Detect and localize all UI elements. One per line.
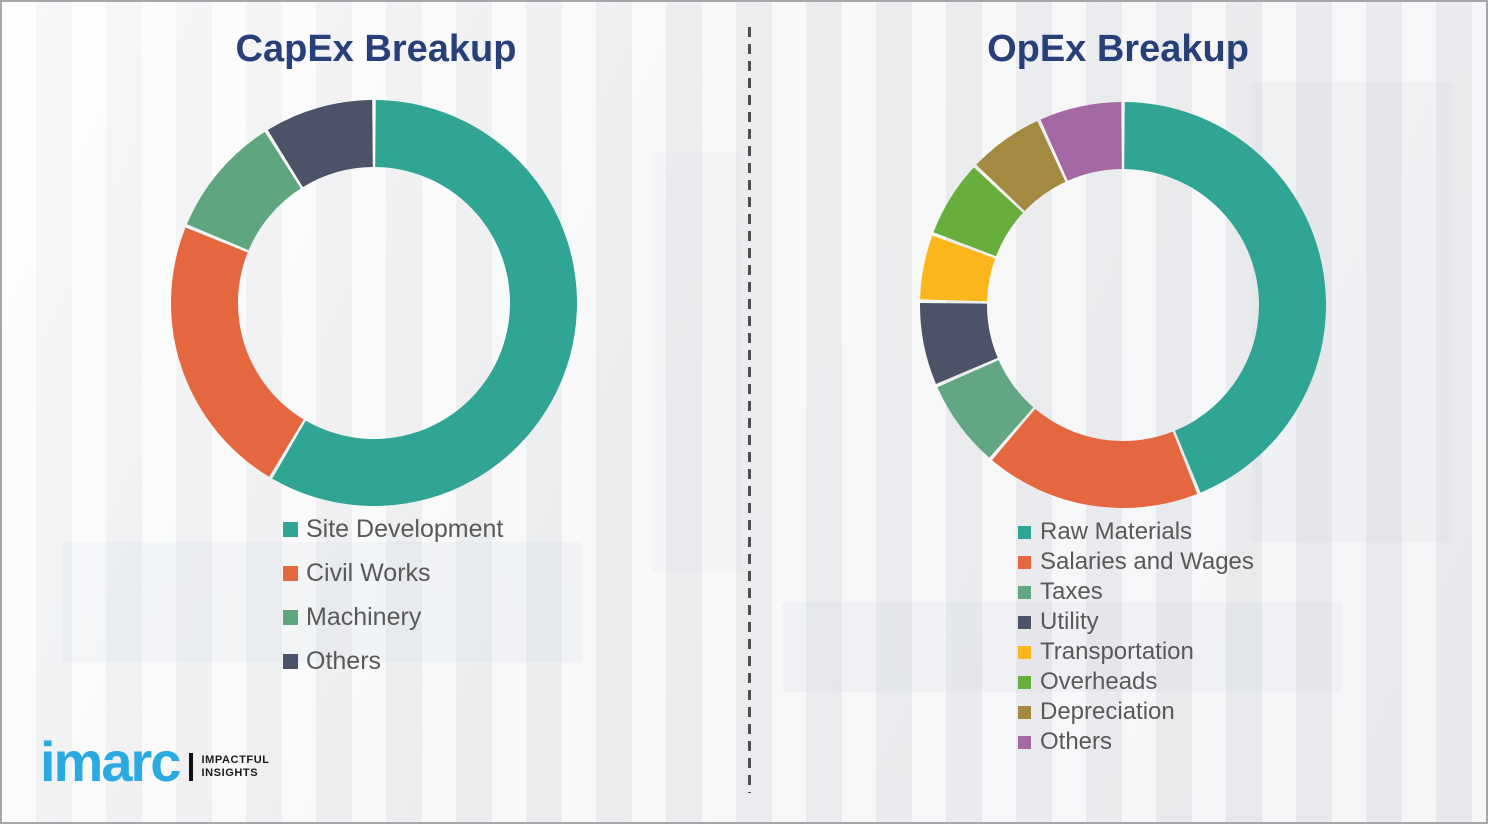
legend-marker-site-development bbox=[283, 522, 298, 537]
legend-label-others: Others bbox=[1040, 728, 1113, 755]
legend-marker-raw-materials bbox=[1018, 525, 1031, 539]
logo-tagline-line2: INSIGHTS bbox=[201, 767, 259, 779]
legend-marker-utility bbox=[1018, 615, 1031, 629]
capex-donut-chart bbox=[170, 100, 577, 507]
legend-label-overheads: Overheads bbox=[1040, 668, 1158, 695]
legend-label-raw-materials: Raw Materials bbox=[1040, 518, 1193, 545]
donut-slice-others bbox=[1040, 102, 1122, 181]
donut-slice-machinery bbox=[186, 131, 301, 251]
background-shape bbox=[652, 152, 742, 572]
capex-chart-title: CapEx Breakup bbox=[235, 28, 517, 70]
legend-item-others: Others bbox=[283, 648, 503, 675]
legend-item-machinery: Machinery bbox=[283, 604, 503, 631]
legend-marker-transportation bbox=[1018, 645, 1031, 659]
donut-slice-site-development bbox=[272, 100, 577, 507]
legend-label-others: Others bbox=[306, 647, 382, 675]
legend-item-transportation: Transportation bbox=[1018, 639, 1254, 665]
dashed-divider-line bbox=[748, 27, 751, 793]
opex-legend: Raw Materials Salaries and Wages Taxes Util… bbox=[1018, 519, 1254, 759]
legend-label-utility: Utility bbox=[1040, 608, 1099, 635]
logo-tagline-line1: IMPACTFUL bbox=[201, 754, 270, 766]
imarc-logo: imarc IMPACTFUL INSIGHTS bbox=[40, 734, 270, 790]
capex-legend: Site Development Civil Works Machinery Othe… bbox=[283, 516, 503, 692]
legend-label-civil-works: Civil Works bbox=[306, 559, 431, 587]
legend-marker-salaries-and-wages bbox=[1018, 555, 1031, 569]
opex-chart-title: OpEx Breakup bbox=[987, 28, 1249, 70]
legend-label-salaries-and-wages: Salaries and Wages bbox=[1040, 548, 1254, 575]
legend-marker-others bbox=[1018, 735, 1031, 749]
donut-slice-others bbox=[267, 100, 373, 188]
legend-marker-overheads bbox=[1018, 675, 1031, 689]
legend-label-transportation: Transportation bbox=[1040, 638, 1194, 665]
legend-marker-civil-works bbox=[283, 566, 298, 581]
donut-slice-overheads bbox=[933, 167, 1024, 257]
donut-slice-civil-works bbox=[170, 227, 304, 477]
legend-marker-depreciation bbox=[1018, 705, 1031, 719]
legend-item-raw-materials: Raw Materials bbox=[1018, 519, 1254, 545]
legend-marker-machinery bbox=[283, 610, 298, 625]
legend-marker-taxes bbox=[1018, 585, 1031, 599]
legend-item-civil-works: Civil Works bbox=[283, 560, 503, 587]
donut-slice-salaries-and-wages bbox=[992, 408, 1198, 509]
logo-tagline: IMPACTFUL INSIGHTS bbox=[201, 754, 269, 780]
legend-label-machinery: Machinery bbox=[306, 603, 422, 631]
opex-donut-chart bbox=[919, 102, 1326, 509]
background-shape bbox=[782, 602, 1342, 692]
legend-label-site-development: Site Development bbox=[306, 515, 504, 543]
legend-label-depreciation: Depreciation bbox=[1040, 698, 1175, 725]
background-shape bbox=[62, 542, 582, 662]
donut-slice-utility bbox=[919, 302, 998, 384]
legend-item-salaries-and-wages: Salaries and Wages bbox=[1018, 549, 1254, 575]
legend-item-overheads: Overheads bbox=[1018, 669, 1254, 695]
legend-item-site-development: Site Development bbox=[283, 516, 503, 543]
legend-label-taxes: Taxes bbox=[1040, 578, 1103, 605]
logo-divider-bar bbox=[189, 753, 194, 781]
legend-marker-others bbox=[283, 654, 298, 669]
legend-item-others: Others bbox=[1018, 729, 1254, 755]
donut-slice-raw-materials bbox=[1124, 102, 1326, 493]
donut-slice-depreciation bbox=[976, 120, 1066, 212]
legend-item-utility: Utility bbox=[1018, 609, 1254, 635]
bottom-margin-strip bbox=[0, 824, 1488, 836]
donut-slice-transportation bbox=[920, 235, 996, 302]
imarc-wordmark: imarc bbox=[40, 730, 181, 793]
legend-item-depreciation: Depreciation bbox=[1018, 699, 1254, 725]
legend-item-taxes: Taxes bbox=[1018, 579, 1254, 605]
donut-slice-taxes bbox=[937, 360, 1034, 458]
